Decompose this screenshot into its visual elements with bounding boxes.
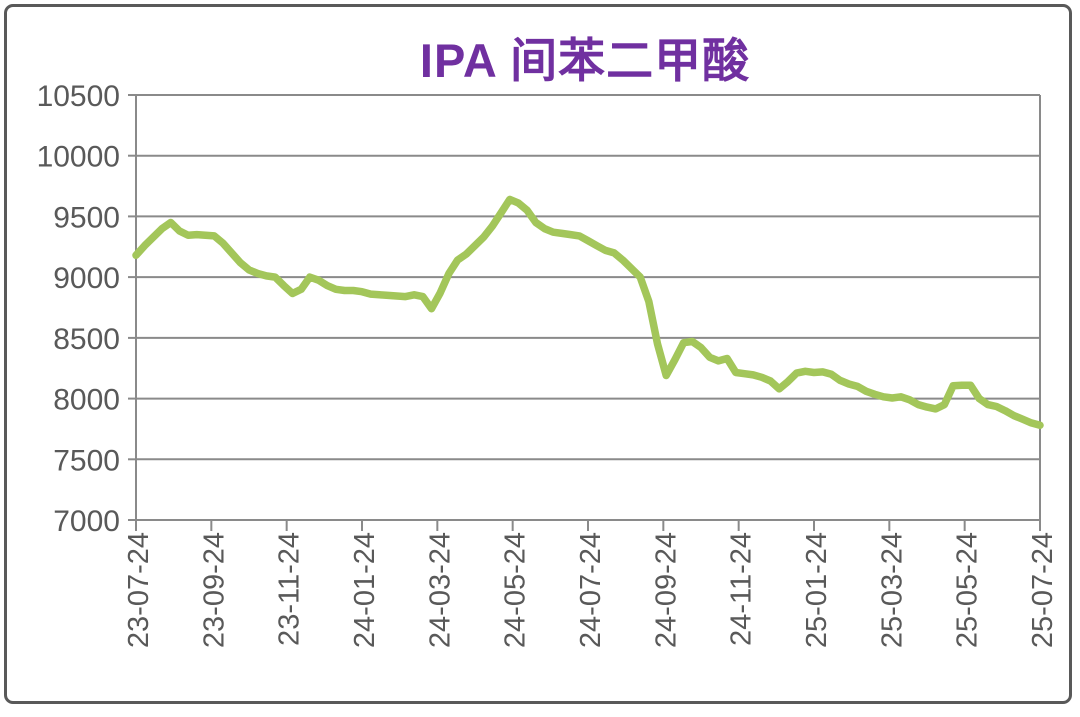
y-axis-label: 8500 [53,323,120,356]
x-axis-label: 25-07-24 [1027,532,1059,648]
x-axis-label: 24-09-24 [650,532,682,648]
y-axis-label: 9000 [53,262,120,295]
x-axis-label: 24-03-24 [424,532,456,648]
x-axis-label: 25-05-24 [952,532,984,648]
y-axis-label: 8000 [53,384,120,417]
x-axis-label: 24-07-24 [575,532,607,648]
x-axis-label: 23-09-24 [198,532,230,648]
x-axis-label: 25-03-24 [876,532,908,648]
x-axis-label: 23-11-24 [274,532,306,646]
chart-title: IPA 间苯二甲酸 [419,34,751,87]
y-axis-label: 7000 [53,505,120,538]
chart-card [4,4,1072,704]
y-axis-label: 9500 [53,201,120,234]
x-axis-label: 24-01-24 [349,532,381,648]
y-axis-label: 10000 [37,141,120,174]
x-axis-label: 25-01-24 [801,532,833,648]
y-axis-label: 7500 [53,444,120,477]
price-line [132,195,1044,430]
y-axis-label: 10500 [37,80,120,113]
x-axis-label: 23-07-24 [123,532,155,648]
x-axis-label: 24-11-24 [726,532,758,646]
x-axis-label: 24-05-24 [500,532,532,648]
